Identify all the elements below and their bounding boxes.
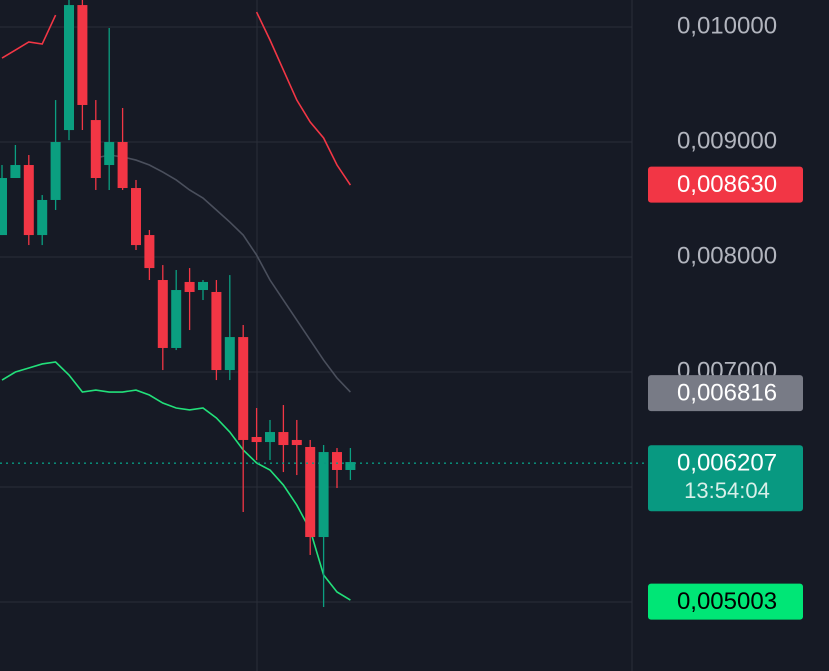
price-badge — [648, 166, 803, 203]
candle-body — [37, 199, 48, 236]
candle-body — [104, 142, 115, 166]
candle-body — [117, 142, 128, 189]
indicator-line — [1, 11, 352, 186]
candle-body — [0, 178, 7, 236]
candle-body — [251, 436, 262, 443]
price-badge — [648, 583, 803, 620]
countdown-label: 13:54:04 — [684, 478, 770, 503]
indicator-line — [1, 361, 351, 601]
candle-body — [131, 188, 141, 246]
candle-body — [198, 281, 208, 291]
candle-body — [318, 452, 329, 538]
price-badge-label: 0,006816 — [677, 380, 777, 407]
candle-body — [332, 452, 342, 470]
price-badge-label: 0,005003 — [677, 588, 777, 615]
candle-body — [224, 337, 235, 371]
candle-body — [23, 165, 34, 236]
candle-body — [171, 290, 182, 348]
candle-body — [265, 432, 275, 443]
plot — [0, 0, 648, 607]
candle-body — [278, 432, 289, 446]
candle-body — [10, 165, 21, 179]
candle-body — [50, 142, 61, 200]
y-tick-label: 0,009000 — [677, 127, 777, 154]
candle-body — [90, 120, 101, 179]
price-badge — [648, 445, 803, 512]
candle-body — [157, 280, 168, 348]
candle-body — [77, 5, 88, 105]
price-badge — [648, 375, 803, 412]
indicator-line — [95, 154, 351, 393]
candle-body — [238, 337, 249, 440]
candle-body — [144, 235, 155, 269]
price-badge-label: 0,006207 — [677, 450, 777, 477]
price-badge-label: 0,008630 — [677, 171, 777, 198]
y-tick-label: 0,010000 — [677, 12, 777, 39]
y-tick-label: 0,008000 — [677, 242, 777, 269]
candle-body — [184, 281, 195, 292]
candle-body — [305, 446, 316, 538]
candle-body — [64, 5, 74, 131]
candle-body — [211, 291, 222, 371]
price-axis: 0,0050000,0060000,0070000,0080000,009000… — [648, 12, 803, 620]
candle-body — [345, 462, 356, 470]
candle-body — [291, 439, 302, 446]
